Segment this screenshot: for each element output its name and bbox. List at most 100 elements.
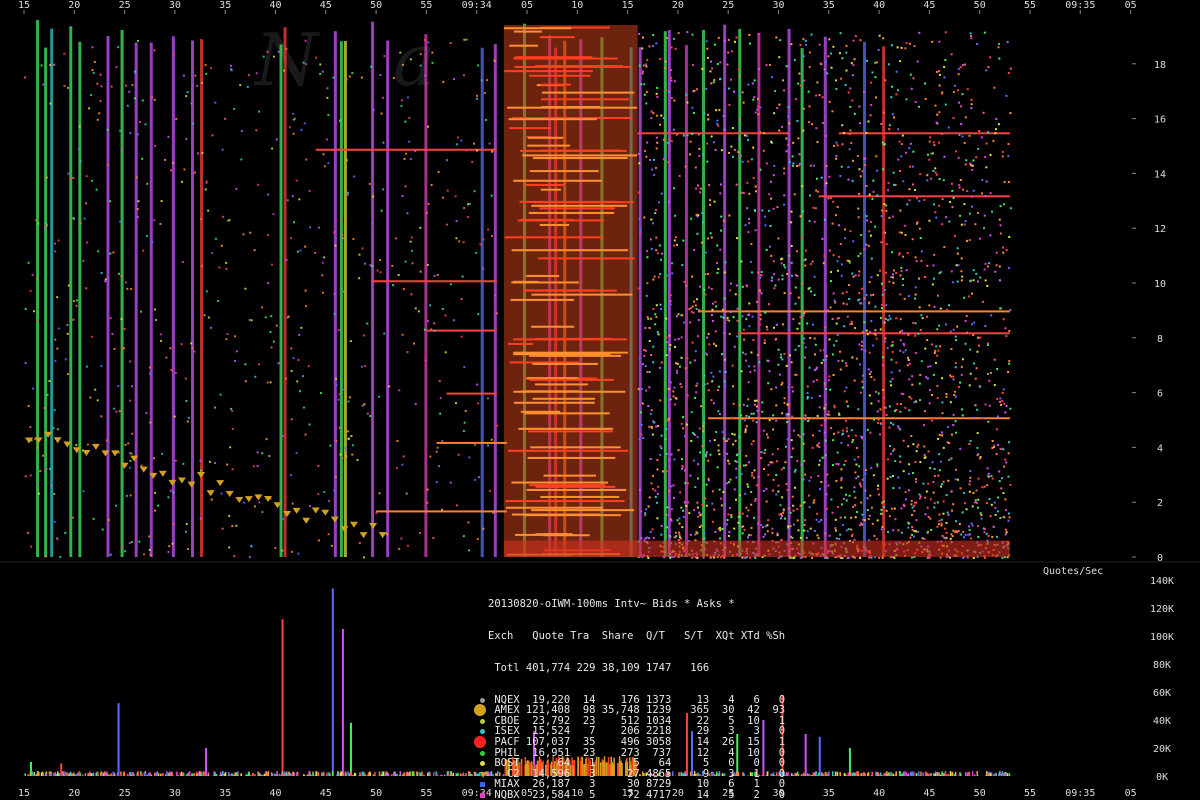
- price-level-line: [529, 484, 606, 487]
- quote-point: [120, 274, 123, 277]
- quote-point: [788, 221, 791, 224]
- quote-point: [932, 417, 935, 420]
- quote-point: [180, 343, 183, 346]
- quote-point: [985, 532, 988, 535]
- quote-point: [846, 259, 849, 262]
- y-tick-label-top: 16: [1154, 115, 1166, 126]
- quote-rate-bar: [110, 773, 112, 776]
- quote-rate-bar: [345, 772, 347, 776]
- quote-rate-bar: [68, 772, 71, 776]
- quote-point: [660, 114, 663, 117]
- quote-rate-bar: [91, 773, 94, 776]
- quote-rate-bar: [990, 772, 993, 776]
- quote-point: [891, 344, 894, 347]
- quote-point: [297, 552, 300, 555]
- quote-point: [929, 467, 932, 470]
- x-tick-label-top: 15: [622, 0, 634, 11]
- quote-point: [226, 333, 229, 336]
- quote-rate-bar: [462, 772, 465, 776]
- quote-point: [154, 491, 157, 494]
- quote-point: [965, 159, 968, 162]
- quote-rate-bar: [772, 772, 775, 776]
- quote-point: [881, 141, 884, 144]
- quote-point: [134, 97, 137, 100]
- quote-point: [793, 58, 796, 61]
- quote-point: [674, 47, 677, 50]
- stats-exchange-row: NQEX 19,220 14 176 1373 13 4 6 0: [480, 694, 785, 706]
- quote-point: [676, 243, 679, 246]
- quote-point: [433, 329, 436, 332]
- quote-point: [698, 285, 701, 288]
- quote-point: [308, 189, 311, 192]
- quote-point: [713, 439, 716, 442]
- quote-rate-spike: [331, 588, 334, 776]
- quote-point: [672, 37, 675, 40]
- quote-point: [731, 364, 734, 367]
- quote-point: [802, 210, 805, 213]
- quote-point: [211, 252, 214, 255]
- quote-point: [803, 79, 806, 82]
- quote-point: [454, 195, 457, 198]
- quote-point: [748, 33, 751, 36]
- quote-point: [929, 498, 932, 501]
- quote-rate-bar: [568, 759, 571, 776]
- quote-point: [707, 477, 710, 480]
- quote-rate-bar: [219, 775, 221, 776]
- quote-point: [918, 497, 921, 500]
- quote-rate-bar: [900, 774, 903, 776]
- quote-rate-bar: [973, 775, 976, 776]
- quote-point: [722, 316, 725, 319]
- quote-rate-spike: [736, 734, 739, 776]
- quote-point: [903, 332, 906, 335]
- quote-point: [832, 45, 835, 48]
- quote-rate-bar: [960, 773, 962, 776]
- quote-point: [145, 412, 148, 415]
- quote-point: [113, 348, 116, 351]
- quote-point: [697, 318, 700, 321]
- quote-point: [700, 524, 703, 527]
- x-tick-label-top: 55: [420, 0, 432, 11]
- quote-point: [858, 298, 861, 301]
- price-level-line: [446, 392, 497, 395]
- quote-point: [1003, 203, 1006, 206]
- stats-row-text: BOST 64 1 5 64 5 0 0 0: [488, 757, 786, 770]
- quote-rate-bar: [599, 762, 602, 776]
- quote-rate-bar: [405, 772, 408, 776]
- quote-point: [911, 528, 914, 531]
- y-tick-label-bottom: 20K: [1153, 744, 1171, 755]
- quote-point: [246, 85, 249, 88]
- quote-point: [869, 494, 872, 497]
- quote-point: [933, 506, 936, 509]
- quote-rate-bar: [547, 762, 549, 776]
- quote-point: [996, 368, 999, 371]
- quote-rate-bar: [351, 775, 354, 776]
- quote-point: [56, 296, 59, 299]
- quote-point: [423, 328, 426, 331]
- quote-point: [822, 122, 825, 125]
- quote-point: [781, 278, 784, 281]
- quote-point: [976, 350, 979, 353]
- quote-point: [969, 439, 972, 442]
- quote-point: [818, 520, 821, 523]
- quote-point: [963, 223, 966, 226]
- quote-rate-bar: [191, 774, 194, 776]
- quote-point: [830, 427, 833, 430]
- quote-streak: [493, 44, 497, 557]
- quote-point: [728, 506, 731, 509]
- quote-rate-bar: [698, 774, 701, 776]
- quote-point: [199, 517, 202, 520]
- quote-point: [655, 42, 658, 45]
- quote-point: [858, 302, 861, 305]
- quote-point: [969, 476, 972, 479]
- x-tick-label-bottom: 55: [1024, 788, 1036, 799]
- quote-point: [685, 93, 688, 96]
- quote-rate-bar: [452, 772, 455, 776]
- quote-point: [713, 43, 716, 46]
- quote-point: [725, 523, 728, 526]
- quote-point: [776, 460, 779, 463]
- quote-point: [717, 444, 720, 447]
- quote-point: [1007, 452, 1010, 455]
- quote-point: [790, 455, 793, 458]
- quote-point: [675, 535, 678, 538]
- quote-point: [802, 259, 805, 262]
